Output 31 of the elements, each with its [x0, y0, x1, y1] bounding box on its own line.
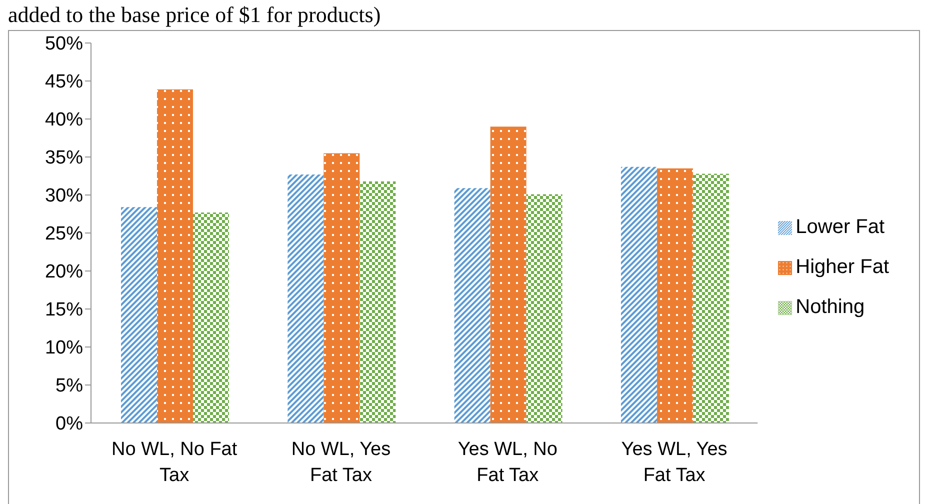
y-tick-label: 30%: [44, 186, 84, 207]
y-tick-label: 25%: [44, 224, 84, 245]
bar: [656, 168, 693, 423]
x-tick-label: Yes WL, Yes Fat Tax: [621, 439, 728, 486]
y-tick-label: 35%: [44, 148, 84, 169]
y-tick-label: 45%: [44, 72, 84, 93]
y-tick-label: 5%: [56, 376, 84, 397]
y-tick-label: 40%: [44, 110, 84, 131]
bar: [324, 153, 360, 423]
legend-label: Nothing: [796, 296, 865, 318]
x-tick-label: No WL, Yes Fat Tax: [291, 439, 391, 486]
bar: [692, 174, 729, 423]
y-tick-label: 10%: [44, 338, 84, 359]
bar: [526, 194, 562, 423]
y-tick-label: 50%: [44, 34, 84, 55]
legend-label: Lower Fat: [796, 216, 885, 238]
x-tick-label: Yes WL, No Fat Tax: [458, 439, 558, 486]
bar: [360, 181, 396, 423]
y-tick-label: 0%: [56, 414, 84, 435]
x-tick-label: No WL, No Fat Tax: [112, 439, 238, 486]
bar: [620, 166, 657, 423]
bar: [490, 126, 526, 423]
text: added to the base price of $1 for products): [8, 2, 381, 28]
bar: [193, 212, 229, 423]
bar: [288, 174, 324, 423]
bar: [454, 188, 490, 423]
y-tick-label: 15%: [44, 300, 84, 321]
bar: [157, 89, 193, 423]
legend-label: Higher Fat: [796, 256, 889, 278]
bar: [121, 207, 157, 423]
y-tick-label: 20%: [44, 262, 84, 283]
